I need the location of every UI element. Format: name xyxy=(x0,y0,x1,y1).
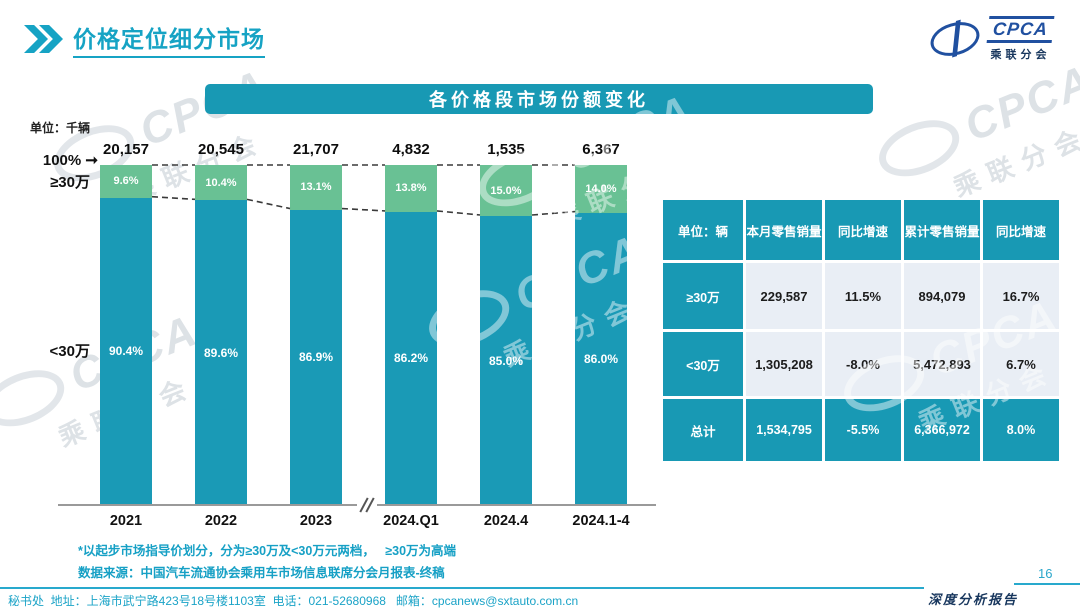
bar-total-label: 20,545 xyxy=(198,141,244,158)
cpca-logo-cn: 乘联分会 xyxy=(990,49,1051,61)
x-axis-label: 2021 xyxy=(109,513,143,529)
page-number: 16 xyxy=(1038,566,1053,581)
footer-divider xyxy=(0,587,924,589)
double-chevron-icon xyxy=(24,25,63,53)
cpca-logo: CPCA 乘联分会 xyxy=(926,16,1055,62)
footer-contact: 秘书处 地址：上海市武宁路423号18号楼1103室 电话：021-526809… xyxy=(8,594,579,608)
upper-segment-label: ≥30万 xyxy=(50,174,90,191)
table-cell: 6.7% xyxy=(983,332,1059,396)
segment-lt30wan: 90.4% xyxy=(100,197,152,505)
segment-lt30wan: 89.6% xyxy=(195,200,247,505)
cpca-ellipse-icon xyxy=(926,16,984,62)
table-cell: 894,079 xyxy=(904,263,980,329)
bar-total-label: 20,157 xyxy=(103,141,149,158)
bar-total-label: 1,535 xyxy=(487,141,525,158)
table-row-label: <30万 xyxy=(663,332,743,396)
footer-divider-right xyxy=(1014,583,1080,585)
table-cell: 8.0% xyxy=(983,399,1059,461)
page-title: 价格定位细分市场 xyxy=(73,20,265,58)
footnote-source: 数据来源：中国汽车流通协会乘用车市场信息联席分会月报表-终稿 xyxy=(78,566,445,580)
table-cell: 5,472,893 xyxy=(904,332,980,396)
x-axis-line xyxy=(58,496,656,514)
segment-ge30wan: 15.0% xyxy=(480,165,532,216)
segment-ge30wan: 14.0% xyxy=(575,165,627,213)
bar-2022: 20,545 10.4% 89.6% xyxy=(195,141,247,505)
table-cell: -8.0% xyxy=(825,332,901,396)
bar-2021: 20,157 9.6% 90.4% xyxy=(100,141,152,505)
table-header-cell: 同比增速 xyxy=(983,200,1059,260)
x-axis-label: 2024.Q1 xyxy=(383,513,439,529)
cpca-logo-abbr: CPCA xyxy=(986,16,1055,43)
unit-label: 单位：千辆 xyxy=(30,121,91,135)
chart-title-banner: 各价格段市场份额变化 xyxy=(205,84,873,114)
table-cell: 1,305,208 xyxy=(746,332,822,396)
bar-2024.1-4: 6,367 14.0% 86.0% xyxy=(575,141,627,505)
bar-2023: 21,707 13.1% 86.9% xyxy=(290,141,342,505)
x-axis-label: 2022 xyxy=(204,513,238,529)
table-cell: 16.7% xyxy=(983,263,1059,329)
table-header-cell: 本月零售销量 xyxy=(746,200,822,260)
segment-lt30wan: 86.9% xyxy=(290,209,342,505)
bar-2024.4: 1,535 15.0% 85.0% xyxy=(480,141,532,505)
header: 价格定位细分市场 xyxy=(24,20,265,58)
bar-total-label: 6,367 xyxy=(582,141,620,158)
report-type-label: 深度分析报告 xyxy=(928,592,1019,607)
table-cell: 1,534,795 xyxy=(746,399,822,461)
table-cell: 11.5% xyxy=(825,263,901,329)
lower-segment-label: <30万 xyxy=(49,343,90,360)
y-axis-100-label: 100% ➞ xyxy=(42,152,98,169)
table-cell: 6,366,972 xyxy=(904,399,980,461)
bar-total-label: 21,707 xyxy=(293,141,339,158)
segment-ge30wan: 13.8% xyxy=(385,165,437,212)
segment-lt30wan: 86.0% xyxy=(575,212,627,505)
segment-lt30wan: 85.0% xyxy=(480,216,532,505)
table-header-cell: 单位：辆 xyxy=(663,200,743,260)
axis-break-icon xyxy=(357,496,377,514)
bar-2024.Q1: 4,832 13.8% 86.2% xyxy=(385,141,437,505)
segment-ge30wan: 13.1% xyxy=(290,165,342,210)
table-cell: 229,587 xyxy=(746,263,822,329)
footnote-classification: *以起步市场指导价划分，分为≥30万及<30万元两档， ≥30万为高端 xyxy=(78,544,457,558)
segment-ge30wan: 9.6% xyxy=(100,165,152,198)
price-segment-table: 单位：辆 本月零售销量 同比增速 累计零售销量 同比增速 ≥30万 229,587 11.5%… xyxy=(663,200,1059,461)
table-cell: -5.5% xyxy=(825,399,901,461)
table-header-cell: 同比增速 xyxy=(825,200,901,260)
segment-ge30wan: 10.4% xyxy=(195,165,247,201)
table-header-cell: 累计零售销量 xyxy=(904,200,980,260)
table-row-label: ≥30万 xyxy=(663,263,743,329)
x-axis-label: 2024.4 xyxy=(483,513,529,529)
x-axis-label: 2024.1-4 xyxy=(572,513,630,529)
segment-lt30wan: 86.2% xyxy=(385,211,437,505)
arrow-right-icon: ➞ xyxy=(85,152,98,169)
bar-total-label: 4,832 xyxy=(392,141,430,158)
x-axis-label: 2023 xyxy=(299,513,333,529)
table-row-label: 总计 xyxy=(663,399,743,461)
x-axis-labels: 2021 2022 2023 2024.Q1 2024.4 2024.1-4 xyxy=(100,513,630,533)
stacked-bar-chart: 20,157 9.6% 90.4% 20,545 10.4% 89.6% 21,707 13.… xyxy=(100,141,627,505)
